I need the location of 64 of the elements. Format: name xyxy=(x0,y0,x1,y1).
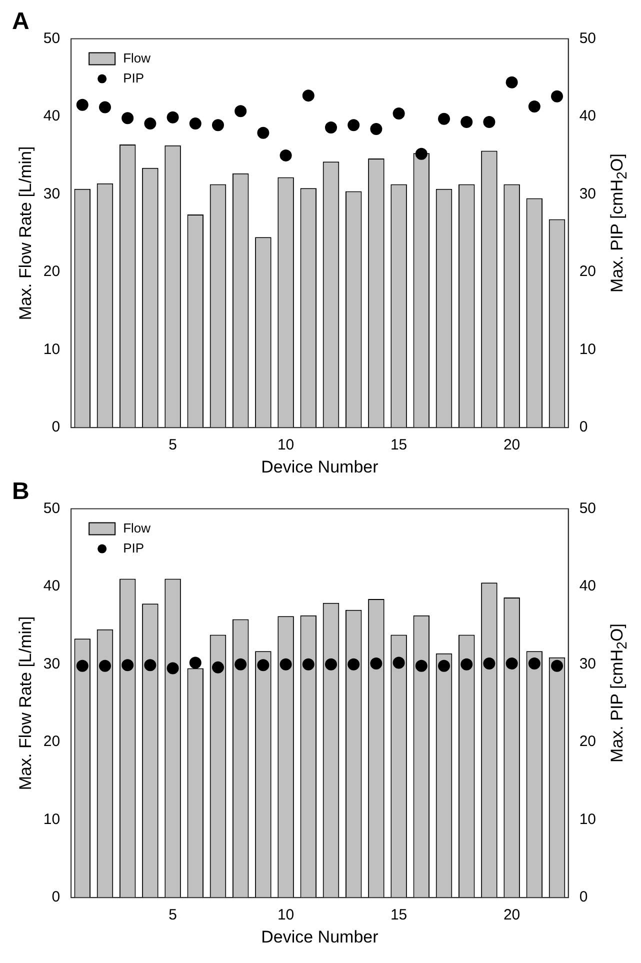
y2-tick-label: 30 xyxy=(579,185,596,202)
y2-tick-label: 0 xyxy=(579,418,588,436)
legend-label: PIP xyxy=(123,70,144,86)
x-axis-title: Device Number xyxy=(261,457,379,476)
point xyxy=(189,118,202,130)
y-tick-label: 20 xyxy=(43,733,60,750)
x-tick-label: 5 xyxy=(168,436,177,454)
y2-tick-label: 30 xyxy=(579,655,596,672)
point xyxy=(166,111,179,124)
point xyxy=(460,116,473,128)
y-axis-title: Max. Flow Rate [L/min] xyxy=(16,616,35,790)
y2-tick-label: 10 xyxy=(579,340,596,358)
y2-tick-label: 10 xyxy=(579,810,596,828)
x-tick-label: 10 xyxy=(277,906,294,924)
point xyxy=(302,90,314,102)
point xyxy=(370,123,382,135)
point xyxy=(122,112,134,124)
y-tick-label: 10 xyxy=(43,340,60,358)
y-tick-label: 10 xyxy=(43,810,60,828)
point xyxy=(528,100,540,112)
y-tick-label: 50 xyxy=(43,500,60,517)
legend-label: Flow xyxy=(123,520,152,536)
y-axis-title: Max. Flow Rate [L/min] xyxy=(16,146,35,320)
y2-tick-label: 40 xyxy=(579,578,596,595)
y-tick-label: 30 xyxy=(43,185,60,202)
y-tick-label: 30 xyxy=(43,655,60,672)
legend-label: Flow xyxy=(123,50,152,66)
point xyxy=(415,148,428,160)
x-tick-label: 15 xyxy=(390,906,408,924)
y-tick-label: 0 xyxy=(52,418,60,436)
point xyxy=(392,107,405,120)
y2-tick-label: 0 xyxy=(579,888,588,906)
y-tick-label: 40 xyxy=(43,108,60,125)
point xyxy=(257,126,270,139)
point xyxy=(98,101,111,114)
point xyxy=(280,149,292,162)
point xyxy=(483,116,496,128)
chart-title: B xyxy=(12,478,30,506)
point xyxy=(76,98,88,111)
y-tick-label: 0 xyxy=(52,888,60,906)
x-tick-label: 15 xyxy=(390,436,408,454)
point xyxy=(325,121,337,134)
point xyxy=(551,90,564,102)
x-tick-label: 20 xyxy=(503,436,520,454)
point xyxy=(144,118,156,130)
y-tick-label: 50 xyxy=(43,30,60,47)
y-tick-label: 20 xyxy=(43,263,60,280)
point xyxy=(234,105,247,118)
x-axis-title: Device Number xyxy=(261,927,379,946)
x-tick-label: 10 xyxy=(277,436,294,454)
x-tick-label: 20 xyxy=(503,906,520,924)
y2-tick-label: 20 xyxy=(579,733,596,750)
point xyxy=(212,119,224,132)
y2-tick-label: 50 xyxy=(579,500,596,517)
point xyxy=(506,76,518,88)
legend-label: PIP xyxy=(123,540,144,556)
point xyxy=(438,112,450,125)
y-tick-label: 40 xyxy=(43,578,60,595)
point xyxy=(348,119,360,132)
y2-tick-label: 50 xyxy=(579,30,596,47)
x-tick-label: 5 xyxy=(168,906,177,924)
chart-title: A xyxy=(12,8,30,36)
y2-tick-label: 40 xyxy=(579,108,596,125)
y2-tick-label: 20 xyxy=(579,263,596,280)
